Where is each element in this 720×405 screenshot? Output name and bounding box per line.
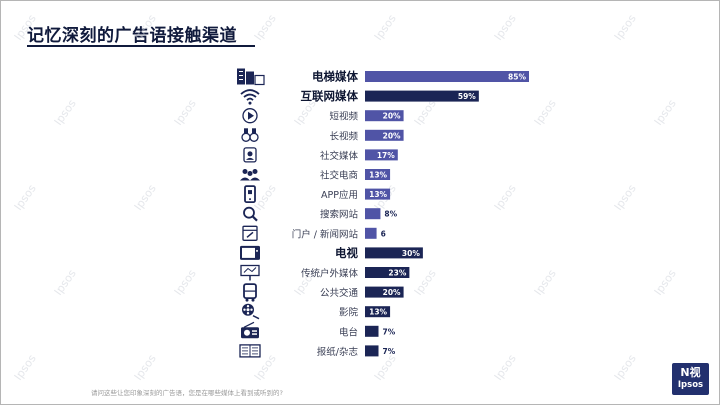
binoculars-icon xyxy=(241,128,259,142)
value-label: 20% xyxy=(383,112,401,121)
value-label: 13% xyxy=(369,308,387,317)
bar xyxy=(365,247,423,259)
category-label: 短视频 xyxy=(329,111,358,123)
bar xyxy=(365,325,379,337)
category-label: 电台 xyxy=(339,326,358,338)
bar xyxy=(365,208,381,220)
category-label: 报纸/杂志 xyxy=(317,346,358,358)
value-label: 20% xyxy=(383,131,401,140)
billboard-icon xyxy=(240,264,260,281)
wifi-icon xyxy=(240,89,260,105)
category-label: 社交媒体 xyxy=(320,150,359,162)
bar xyxy=(365,169,391,180)
page-title: 记忆深刻的广告语接触渠道 xyxy=(27,26,237,46)
building-icon xyxy=(237,68,265,86)
newspaper-icon xyxy=(239,344,261,358)
bar xyxy=(365,267,410,278)
bar xyxy=(365,188,391,200)
category-label: 长视频 xyxy=(329,130,358,142)
value-label: 8% xyxy=(384,210,397,219)
bar xyxy=(365,286,404,298)
brand-logo: N视 Ipsos xyxy=(672,363,709,395)
value-label: 6 xyxy=(381,229,386,238)
value-label: 23% xyxy=(388,269,406,278)
category-label: 影院 xyxy=(339,307,359,319)
category-label: 电视 xyxy=(335,246,358,260)
browser-icon xyxy=(242,225,258,241)
value-label: 30% xyxy=(402,249,420,258)
category-label: 互联网媒体 xyxy=(301,89,359,103)
value-label: 85% xyxy=(508,73,526,82)
value-label: 13% xyxy=(369,190,387,199)
bar xyxy=(365,306,391,318)
radio-icon xyxy=(241,321,259,339)
category-label: 公共交通 xyxy=(320,287,359,299)
title-underline xyxy=(27,45,255,47)
bar xyxy=(365,149,398,161)
people-icon xyxy=(240,169,260,181)
category-label: 传统户外媒体 xyxy=(301,268,359,280)
phone-app-icon xyxy=(244,185,256,204)
film-reel-icon xyxy=(242,303,260,320)
bar xyxy=(365,227,377,239)
category-label: 社交电商 xyxy=(320,170,358,182)
brand-logo-top: N视 xyxy=(680,366,701,379)
tv-icon xyxy=(240,245,260,260)
bar xyxy=(365,129,404,141)
value-label: 7% xyxy=(383,327,396,336)
value-label: 7% xyxy=(383,347,396,356)
value-label: 20% xyxy=(383,288,401,297)
category-label: APP应用 xyxy=(321,189,358,201)
bar xyxy=(365,110,404,122)
footnote: 请问这些让您印象深刻的广告语，您是在哪些媒体上看到或听到的? xyxy=(91,389,283,397)
bar xyxy=(365,71,529,82)
value-label: 59% xyxy=(458,92,476,101)
category-label: 电梯媒体 xyxy=(312,70,358,84)
value-label: 17% xyxy=(377,151,395,160)
bar xyxy=(365,90,479,102)
social-icon xyxy=(243,147,257,163)
bus-icon xyxy=(243,283,257,302)
play-icon xyxy=(242,108,258,124)
bar xyxy=(365,345,379,357)
brand-logo-bottom: Ipsos xyxy=(677,380,704,390)
category-label: 门户 / 新闻网站 xyxy=(292,228,359,240)
category-label: 搜索网站 xyxy=(320,209,359,221)
value-label: 13% xyxy=(369,171,387,180)
search-icon xyxy=(243,206,258,222)
